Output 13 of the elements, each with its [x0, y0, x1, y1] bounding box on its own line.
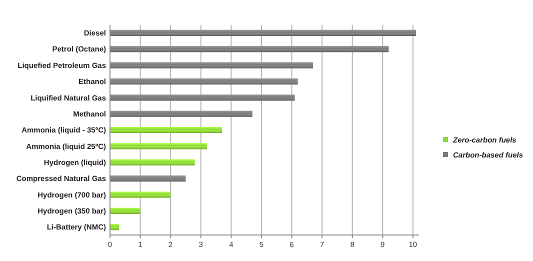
bar [110, 224, 120, 230]
bar [110, 78, 298, 85]
bar [110, 126, 222, 134]
bar [110, 30, 416, 36]
bar [110, 143, 207, 150]
bar [110, 192, 171, 198]
bar [110, 94, 295, 101]
bar [110, 46, 389, 52]
bar [110, 208, 140, 214]
bar [110, 175, 186, 182]
bar [110, 62, 313, 68]
bar [110, 110, 252, 117]
bar [110, 159, 195, 166]
